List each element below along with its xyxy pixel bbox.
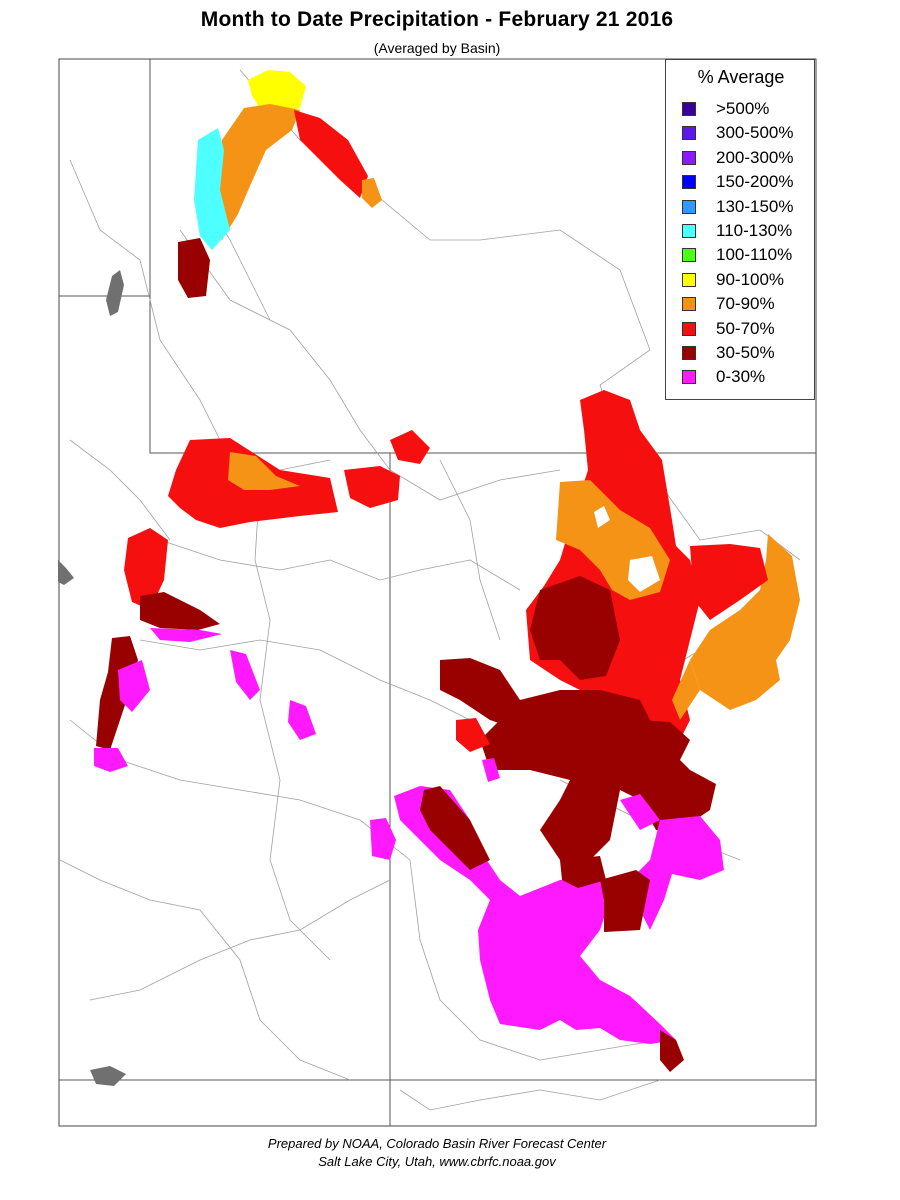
- legend-entry: 110-130%: [682, 220, 792, 242]
- legend-swatch: [682, 199, 696, 214]
- footer-location: Salt Lake City, Utah, www.cbrfc.noaa.gov: [318, 1154, 556, 1169]
- footer-credit: Prepared by NOAA, Colorado Basin River F…: [267, 1136, 607, 1151]
- legend-entry: >500%: [682, 98, 769, 120]
- legend-label: >500%: [716, 99, 770, 118]
- legend-entry: 70-90%: [682, 293, 775, 315]
- legend-swatch: [682, 224, 696, 238]
- legend-entry: 30-50%: [682, 342, 775, 364]
- legend-label: 150-200%: [716, 172, 794, 192]
- legend-swatch: [682, 346, 696, 360]
- legend-swatch: [682, 126, 696, 141]
- legend-swatch: [682, 297, 696, 312]
- legend-swatch: [682, 370, 696, 385]
- legend-label: 130-150%: [716, 196, 794, 216]
- legend-label: 90-100%: [716, 269, 785, 289]
- legend-entry: 150-200%: [682, 171, 794, 193]
- legend-entry: 100-110%: [682, 244, 792, 266]
- legend-entry: 50-70%: [682, 318, 775, 340]
- legend-swatch: [682, 175, 696, 190]
- legend-label: 0-30%: [716, 367, 766, 387]
- legend-swatch: [682, 321, 696, 336]
- lakes: [58, 270, 126, 1086]
- legend-entry: 130-150%: [682, 196, 794, 218]
- legend-label: 30-50%: [716, 343, 775, 362]
- legend-swatch: [682, 272, 696, 287]
- map-title: Month to Date Precipitation - February 2…: [200, 8, 674, 31]
- legend-entry: 90-100%: [682, 269, 784, 291]
- legend-label: 200-300%: [716, 147, 794, 167]
- map-subtitle: (Averaged by Basin): [373, 40, 501, 56]
- legend-label: 70-90%: [716, 294, 775, 314]
- legend-label: 50-70%: [716, 318, 775, 338]
- legend-title: % Average: [697, 67, 785, 87]
- legend-entry: 300-500%: [682, 122, 794, 144]
- legend-entry: 0-30%: [682, 366, 765, 388]
- legend-entry: 200-300%: [682, 147, 794, 169]
- legend-swatch: [682, 248, 696, 263]
- legend-label: 110-130%: [716, 221, 793, 240]
- legend-swatch: [682, 102, 696, 116]
- legend-swatch: [682, 150, 696, 165]
- legend-label: 100-110%: [716, 245, 793, 265]
- legend: % Average >500% 300-500% 200-300% 150-200% 1…: [665, 59, 815, 400]
- precip-regions: [94, 70, 800, 1072]
- legend-label: 300-500%: [716, 123, 794, 143]
